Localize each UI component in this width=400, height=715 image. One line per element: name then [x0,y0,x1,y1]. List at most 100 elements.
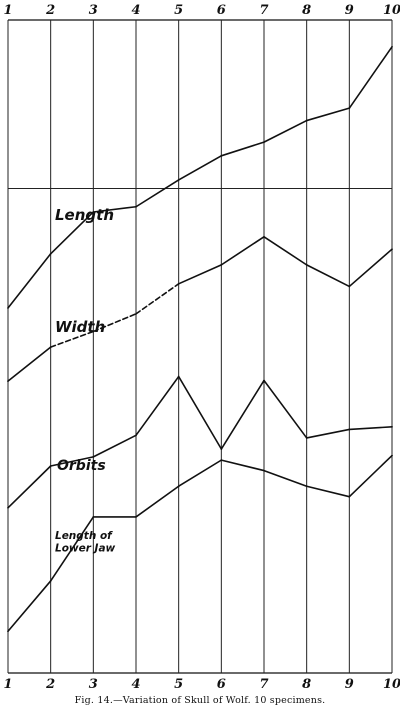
series-segment [135,485,180,518]
series-segment [348,248,393,288]
data-point [177,485,180,488]
data-point [263,141,265,143]
series-segment [263,469,308,488]
series-segment [92,205,137,213]
series-label: Lower Jaw [55,543,116,555]
series-segment [7,465,52,509]
data-point [220,155,223,157]
series-segment [305,428,351,439]
series-segment [49,516,95,582]
data-point [135,516,137,518]
x-tick-bottom: 3 [89,677,98,692]
data-point [49,346,52,348]
x-tick-top: 7 [259,3,268,18]
data-point [7,630,9,633]
series-segment [348,454,393,498]
data-point [49,252,52,255]
data-point [305,485,308,488]
series-label: Length [55,206,114,224]
data-point [391,426,393,428]
data-point [135,205,137,208]
data-point [263,469,265,472]
data-point [305,264,308,266]
chart-grid [7,19,393,674]
x-tick-bottom: 2 [45,677,55,692]
series-segment [135,375,180,437]
data-point [391,248,393,251]
data-point [220,459,223,461]
data-point [263,235,265,238]
x-tick-top: 6 [217,3,226,18]
series-segment [348,45,393,109]
series-segment [7,252,52,309]
series-label: Width [55,318,105,336]
data-point [135,313,137,315]
x-tick-top: 10 [383,3,400,18]
series-segment [49,456,95,467]
series-segment [305,107,351,122]
series-segment [263,119,308,143]
data-point [391,454,393,457]
x-tick-bottom: 8 [302,677,311,692]
series-segment [220,235,265,266]
x-tick-bottom: 5 [174,677,183,692]
series-segment [263,379,308,439]
series-segment [49,330,95,348]
series-segment [92,434,137,458]
series-label: Length of [55,530,113,542]
series-segment [135,283,180,315]
figure-caption: Fig. 14.—Variation of Skull of Wolf. 10 … [74,695,326,706]
series-segment [7,580,52,633]
series-segment [220,141,265,157]
data-point [305,119,308,122]
x-tick-bottom: 4 [131,677,140,692]
series-length [7,45,393,309]
series-segment [177,375,223,450]
data-point [177,375,180,378]
x-tick-bottom: 9 [345,677,354,692]
series-segment [263,235,308,266]
data-point [92,516,95,518]
series-label: Orbits [57,458,106,474]
series-segment [305,485,351,498]
series-segment [177,459,223,488]
series-segment [135,179,180,208]
data-point [92,211,95,213]
data-point [348,285,351,288]
x-tick-top: 3 [89,3,98,18]
data-point [7,506,9,509]
data-point [177,179,180,181]
x-tick-bottom: 7 [259,677,268,692]
series-orbits [7,375,393,509]
x-tick-bottom: 6 [217,677,226,692]
data-point [220,264,223,266]
x-tick-top: 8 [302,3,311,18]
data-point [177,283,180,285]
x-tick-labels: 1 1 2 2 3 3 4 4 5 5 6 6 7 7 8 8 9 9 10 10 [3,3,400,692]
data-point [391,45,393,48]
series-segment [220,379,265,450]
data-point [348,495,351,498]
x-tick-top: 2 [45,3,55,18]
data-point [348,428,351,431]
x-tick-top: 4 [131,3,140,18]
series-segment [177,155,223,181]
series-segment [92,313,137,333]
data-point [263,379,265,382]
series-length-of-lower-jaw [7,454,393,633]
data-point [135,434,137,437]
data-point [220,448,223,450]
series-segment [220,459,265,472]
data-point [305,437,308,439]
series-segment [49,211,95,255]
data-point [7,380,9,382]
series-segment [7,346,52,382]
chart-series [7,45,393,633]
data-point [92,330,95,333]
x-tick-top: 9 [345,3,354,18]
series-width [7,235,393,382]
data-point [92,456,95,458]
x-tick-bottom: 1 [3,677,12,692]
